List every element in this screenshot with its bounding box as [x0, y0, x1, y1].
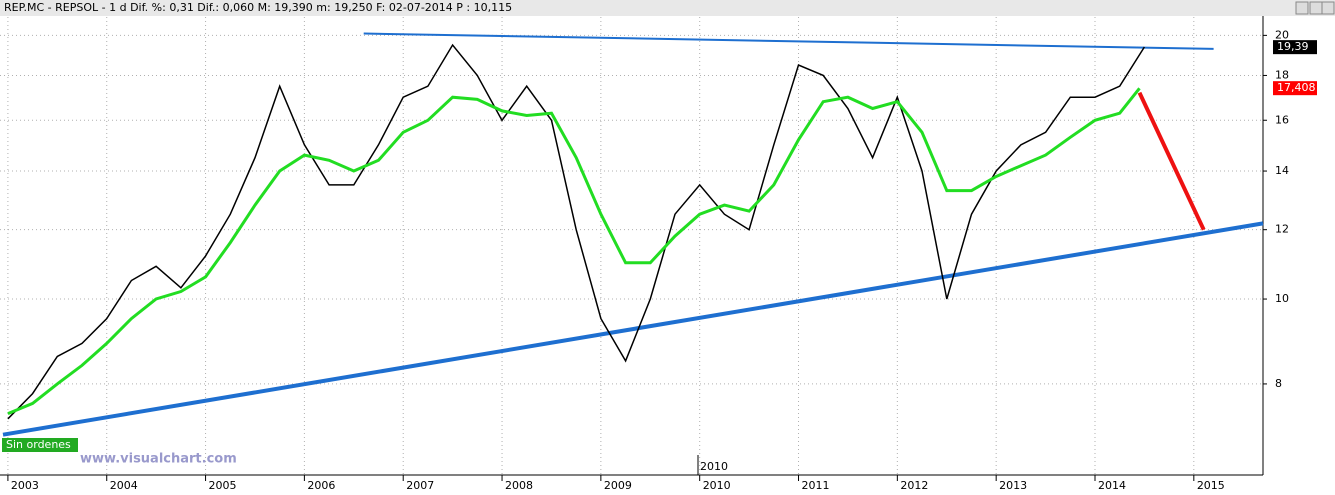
price-label-box	[1273, 40, 1317, 55]
y-tick-label: 10	[1275, 292, 1289, 305]
watermark: www.visualchart.com	[80, 452, 237, 467]
y-tick-label: 18	[1275, 68, 1289, 81]
price-label: 17,408	[1277, 81, 1316, 94]
series-line	[7, 43, 1146, 420]
status-label: Sin ordenes	[6, 438, 71, 451]
series-line	[7, 87, 1141, 415]
x-tick-label: 2004	[110, 479, 138, 492]
x-tick-label: 2014	[1098, 479, 1126, 492]
status-box	[2, 438, 78, 452]
trend-line	[1137, 91, 1206, 231]
x-tick-label: 2009	[604, 479, 632, 492]
close-button[interactable]	[1321, 1, 1335, 15]
y-tick-label: 12	[1275, 223, 1289, 236]
y-tick-label: 16	[1275, 113, 1289, 126]
max-button[interactable]	[1309, 1, 1323, 15]
min-button[interactable]	[1295, 1, 1309, 15]
trend-line	[363, 32, 1214, 50]
x-tick-label: 2015	[1197, 479, 1225, 492]
price-label: 19,39	[1277, 40, 1309, 53]
marker-label: 2010	[700, 460, 728, 473]
x-tick-label: 2003	[11, 479, 39, 492]
x-tick-label: 2013	[999, 479, 1027, 492]
chart-title: REP.MC - REPSOL - 1 d Dif. %: 0,31 Dif.:…	[4, 1, 512, 14]
header-bar	[0, 0, 1335, 16]
y-tick-label: 8	[1275, 377, 1282, 390]
x-tick-label: 2008	[505, 479, 533, 492]
price-label-box	[1273, 81, 1317, 96]
x-tick-label: 2007	[406, 479, 434, 492]
x-tick-label: 2012	[900, 479, 928, 492]
x-tick-label: 2011	[802, 479, 830, 492]
x-tick-label: 2006	[307, 479, 335, 492]
x-tick-label: 2005	[209, 479, 237, 492]
y-tick-label: 14	[1275, 164, 1289, 177]
y-tick-label: 20	[1275, 28, 1289, 41]
trend-line	[2, 221, 1264, 437]
x-tick-label: 2010	[703, 479, 731, 492]
